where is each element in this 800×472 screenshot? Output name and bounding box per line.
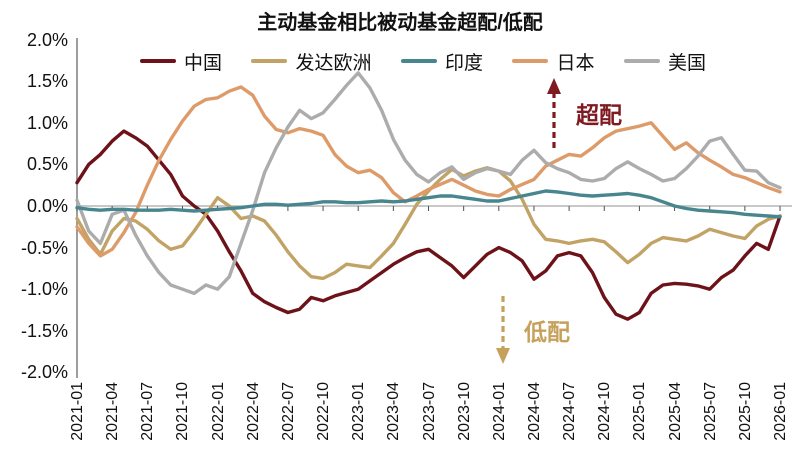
series-line-japan [75, 85, 782, 258]
x-axis-label: 2023-07 [420, 382, 438, 441]
legend-item-japan: 日本 [512, 48, 594, 75]
y-axis-label: 2.0% [26, 29, 68, 50]
y-axis-label: 1.0% [26, 112, 68, 133]
overweight-annotation-label: 超配 [576, 102, 622, 128]
x-axis-label: 2021-10 [174, 382, 192, 441]
x-axis-label: 2021-01 [69, 382, 86, 441]
legend: 中国 发达欧洲 印度 日本 美国 [140, 48, 706, 75]
x-axis-label: 2025-01 [631, 382, 649, 441]
x-axis-label: 2023-04 [385, 382, 403, 441]
legend-swatch-us [623, 59, 660, 63]
legend-item-developed-europe: 发达欧洲 [251, 48, 372, 75]
legend-item-us: 美国 [623, 48, 706, 75]
legend-label-developed-europe: 发达欧洲 [295, 52, 372, 74]
y-axis-label: 0.5% [26, 154, 68, 175]
x-axis-label: 2024-04 [525, 382, 543, 441]
legend-swatch-china [140, 59, 176, 63]
series-line-china [75, 129, 782, 321]
y-axis-label: 0.0% [26, 196, 68, 216]
x-axis-label: 2026-01 [772, 382, 790, 441]
x-axis-label: 2025-10 [736, 382, 754, 441]
x-axis-label: 2022-10 [315, 382, 333, 441]
x-axis-label: 2024-01 [490, 382, 508, 441]
y-axis-label: -0.5% [20, 237, 68, 258]
legend-item-india: 印度 [400, 48, 483, 75]
x-axis-label: 2024-07 [561, 382, 579, 441]
y-axis-label: -2.0% [20, 362, 68, 383]
x-axis-label: 2025-07 [701, 382, 719, 441]
legend-label-india: 印度 [444, 52, 483, 74]
chart-title: 主动基金相比被动基金超配/低配 [257, 12, 543, 34]
underweight-arrow-head [496, 348, 510, 364]
series-line-developed-europe [75, 165, 782, 281]
x-axis-label: 2025-04 [666, 382, 684, 441]
x-axis-label: 2023-01 [350, 382, 368, 441]
y-axis-label: 1.5% [26, 71, 68, 92]
x-axis-label: 2023-10 [455, 382, 473, 441]
x-axis-label: 2021-04 [104, 382, 122, 441]
legend-swatch-japan [512, 59, 549, 63]
y-axis-label: -1.5% [20, 320, 68, 341]
legend-label-china: 中国 [184, 52, 223, 74]
series-line-india [75, 189, 782, 219]
x-axis-label: 2022-04 [244, 382, 262, 441]
legend-swatch-developed-europe [251, 59, 288, 63]
legend-label-japan: 日本 [556, 52, 595, 74]
legend-item-china: 中国 [140, 48, 222, 75]
y-axis-label: -1.0% [20, 279, 68, 300]
underweight-annotation-label: 低配 [524, 319, 570, 345]
overweight-arrow-head [547, 78, 561, 94]
series-line-us [75, 71, 782, 296]
x-axis-label: 2024-10 [596, 382, 614, 441]
legend-swatch-india [400, 59, 437, 63]
x-axis-label: 2022-07 [279, 382, 297, 441]
x-axis-label: 2022-01 [209, 382, 227, 441]
legend-label-us: 美国 [667, 52, 706, 74]
x-axis-label: 2021-07 [139, 382, 157, 441]
